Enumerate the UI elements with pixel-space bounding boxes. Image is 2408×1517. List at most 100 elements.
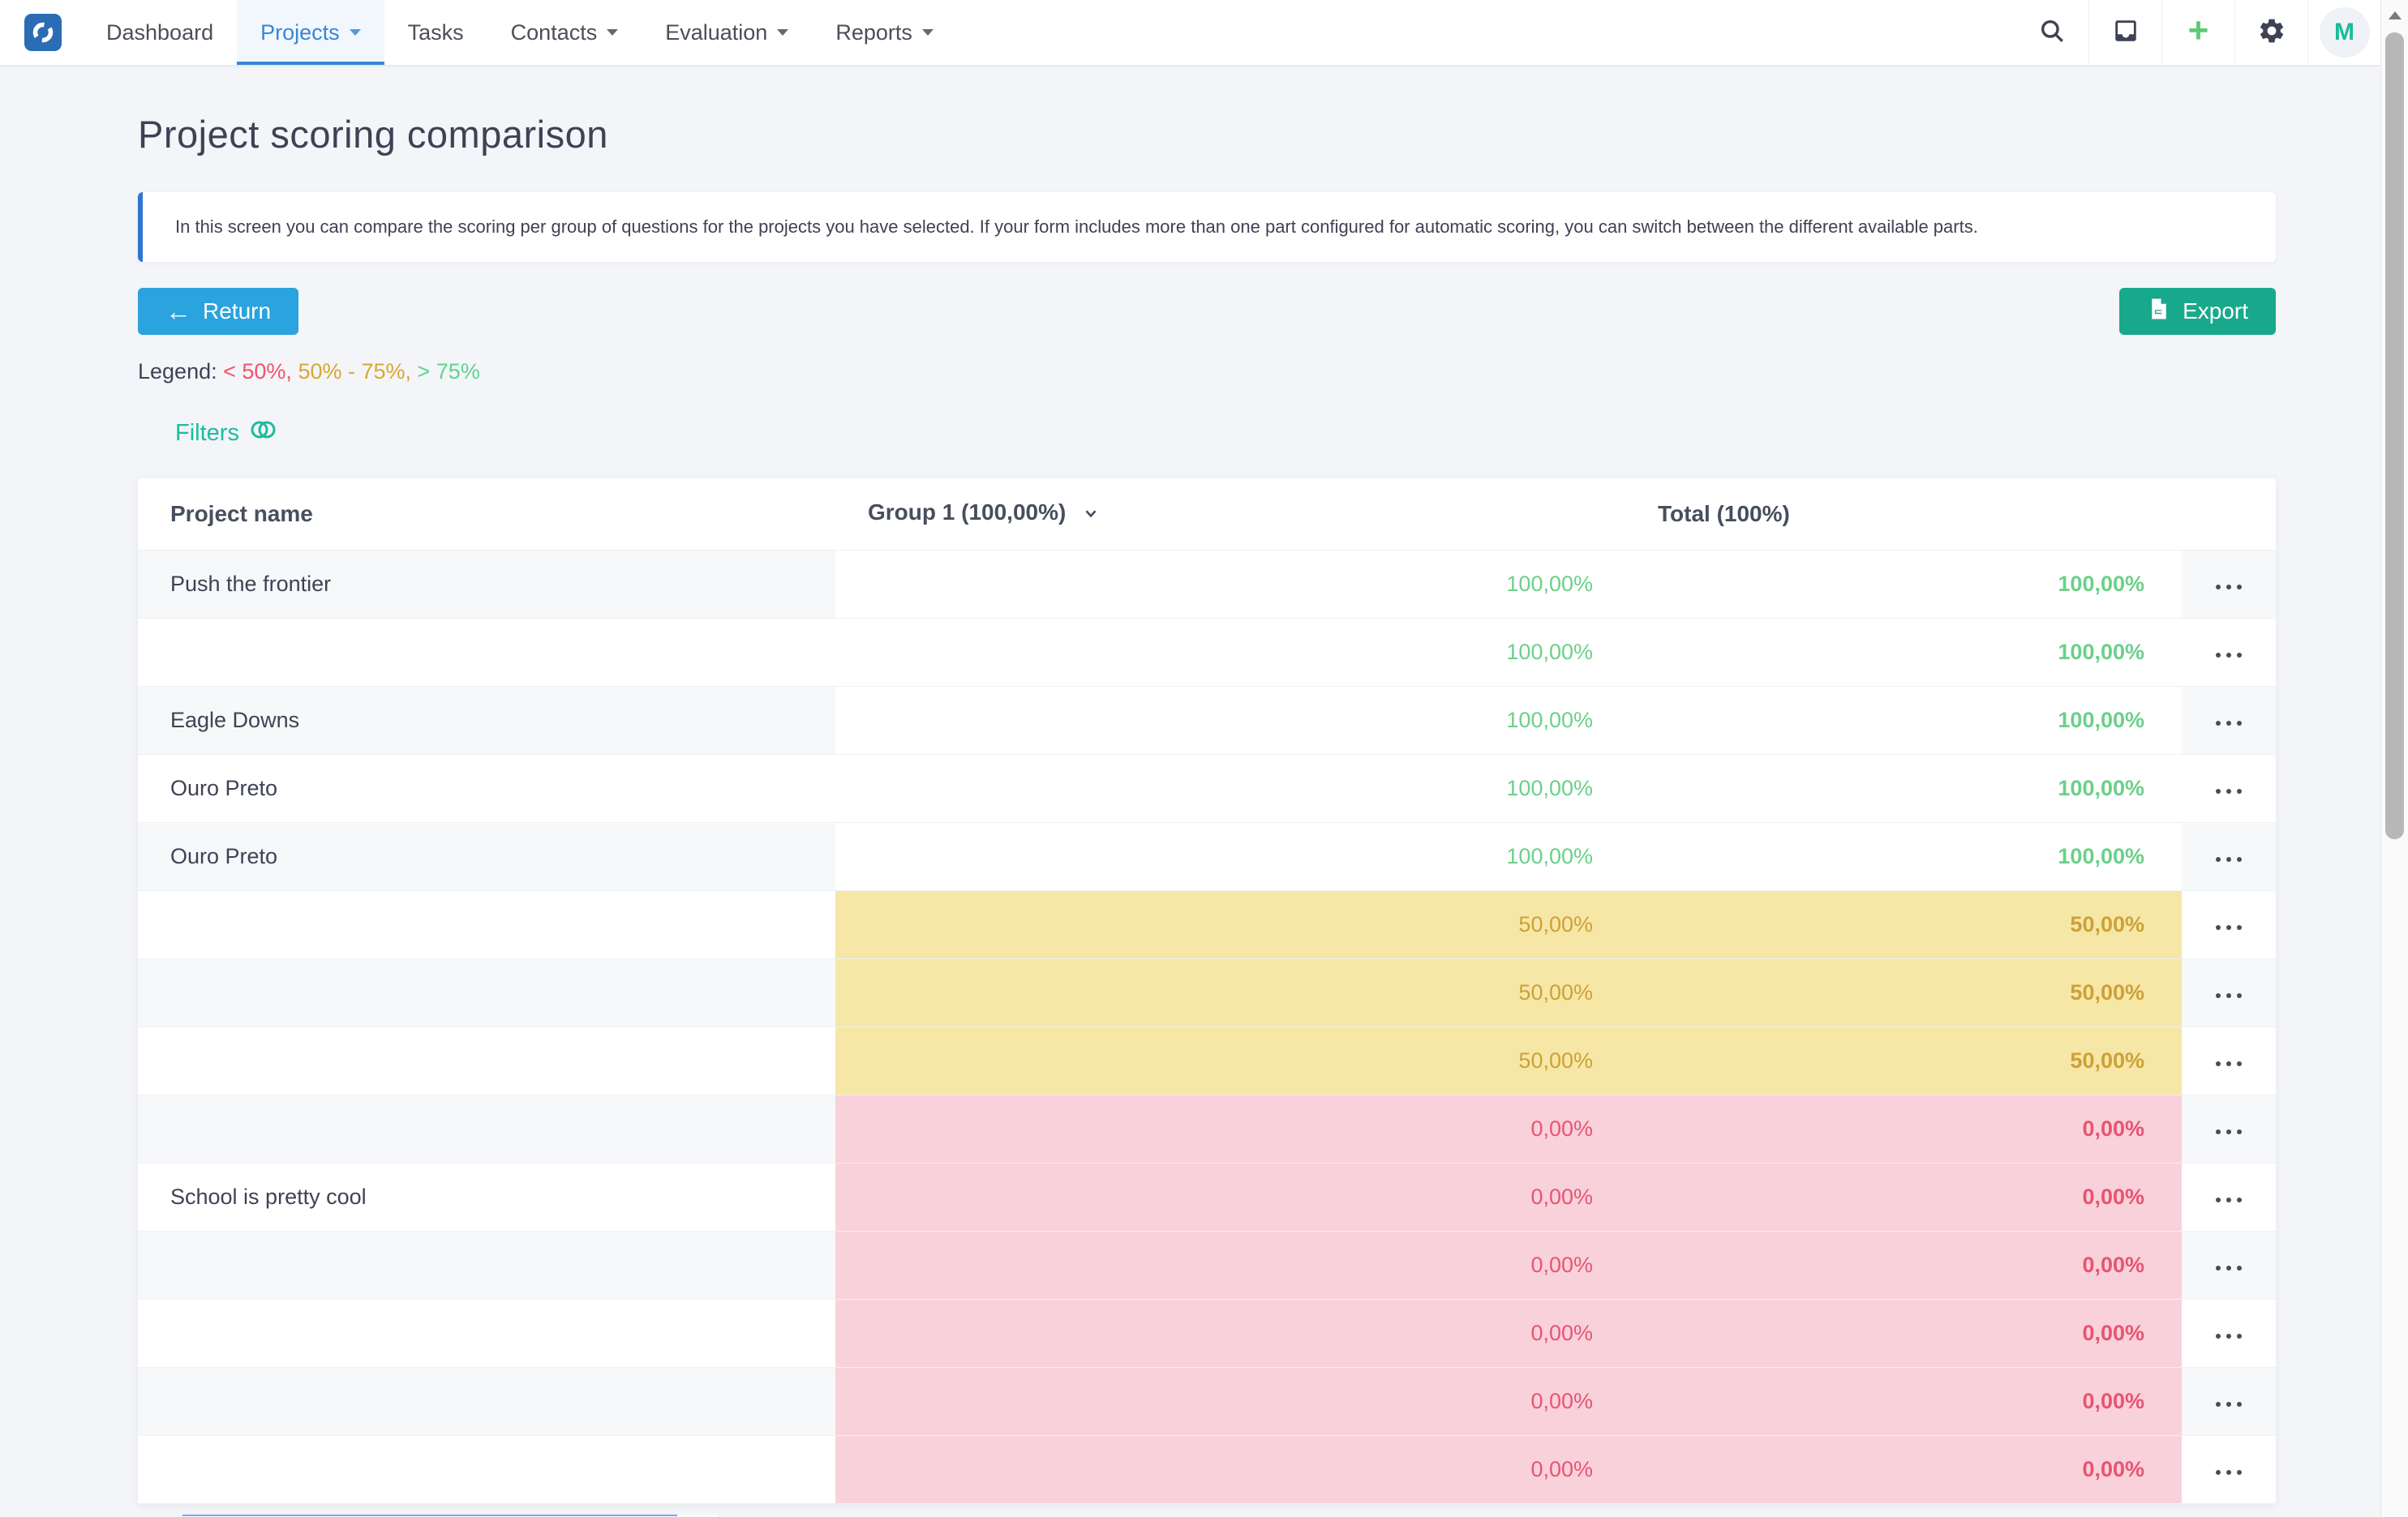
table-row: Ouro Preto 100,00% 100,00% bbox=[138, 754, 2276, 823]
nav-item-evaluation[interactable]: Evaluation bbox=[642, 0, 812, 65]
row-actions-cell bbox=[2182, 958, 2276, 1027]
row-actions-cell bbox=[2182, 1367, 2276, 1436]
nav-item-projects[interactable]: Projects bbox=[237, 0, 384, 65]
search-button[interactable] bbox=[2015, 0, 2088, 65]
search-icon bbox=[2038, 17, 2066, 49]
row-actions-button[interactable] bbox=[2204, 645, 2253, 666]
row-actions-button[interactable] bbox=[2204, 1394, 2253, 1415]
group-score-cell: 100,00% bbox=[835, 754, 1630, 823]
settings-icon bbox=[2257, 16, 2286, 49]
chevron-down-icon bbox=[607, 29, 619, 36]
return-button-label: Return bbox=[203, 298, 272, 324]
group-score-cell: 0,00% bbox=[835, 1299, 1630, 1368]
nav-item-contacts[interactable]: Contacts bbox=[487, 0, 642, 65]
group-score-cell: 100,00% bbox=[835, 550, 1630, 619]
chevron-down-icon bbox=[349, 29, 361, 36]
row-actions-cell bbox=[2182, 686, 2276, 755]
total-score-cell: 0,00% bbox=[1630, 1095, 2182, 1163]
export-icon bbox=[2147, 297, 2171, 327]
total-score-cell: 50,00% bbox=[1630, 1026, 2182, 1095]
filters-label: Filters bbox=[175, 419, 239, 446]
column-header-group-1[interactable]: Group 1 (100,00%) bbox=[835, 478, 1630, 551]
total-score-cell: 0,00% bbox=[1630, 1299, 2182, 1368]
actions-row: ← Return Export bbox=[138, 288, 2276, 335]
arrow-left-icon: ← bbox=[165, 297, 191, 326]
scroll-up-arrow-icon[interactable] bbox=[2381, 0, 2408, 31]
row-actions-button[interactable] bbox=[2204, 576, 2253, 598]
table-row: 0,00% 0,00% bbox=[138, 1095, 2276, 1163]
nav-item-label: Projects bbox=[260, 19, 340, 45]
filters-toggle[interactable]: Filters bbox=[175, 418, 278, 448]
total-score-cell: 100,00% bbox=[1630, 618, 2182, 687]
nav-item-dashboard[interactable]: Dashboard bbox=[83, 0, 237, 65]
navbar-actions: + M bbox=[2015, 0, 2380, 65]
row-actions-cell bbox=[2182, 1026, 2276, 1095]
group-score-cell: 0,00% bbox=[835, 1163, 1630, 1232]
total-score-cell: 50,00% bbox=[1630, 958, 2182, 1027]
row-actions-button[interactable] bbox=[2204, 1121, 2253, 1142]
table-row: 50,00% 50,00% bbox=[138, 1026, 2276, 1095]
project-name-cell bbox=[138, 1367, 835, 1436]
project-name-cell bbox=[138, 890, 835, 959]
table-header-row: Project name Group 1 (100,00%) Total (10… bbox=[138, 478, 2276, 551]
table-row: 100,00% 100,00% bbox=[138, 618, 2276, 687]
row-actions-button[interactable] bbox=[2204, 1053, 2253, 1074]
nav-item-reports[interactable]: Reports bbox=[812, 0, 957, 65]
row-actions-button[interactable] bbox=[2204, 1189, 2253, 1211]
project-name-cell bbox=[138, 1231, 835, 1300]
row-actions-button[interactable] bbox=[2204, 1462, 2253, 1483]
project-name-cell bbox=[138, 1026, 835, 1095]
page-title: Project scoring comparison bbox=[138, 113, 608, 156]
nav-item-tasks[interactable]: Tasks bbox=[384, 0, 487, 65]
row-actions-cell bbox=[2182, 550, 2276, 619]
top-navbar: Dashboard Projects Tasks Contacts Evaluation… bbox=[0, 0, 2380, 65]
settings-button[interactable] bbox=[2234, 0, 2307, 65]
row-actions-button[interactable] bbox=[2204, 985, 2253, 1006]
info-banner: In this screen you can compare the scori… bbox=[138, 192, 2276, 262]
total-score-cell: 100,00% bbox=[1630, 550, 2182, 619]
user-menu-button[interactable]: M bbox=[2307, 0, 2380, 65]
table-row: 50,00% 50,00% bbox=[138, 890, 2276, 959]
column-header-total: Total (100%) bbox=[1630, 478, 2182, 551]
export-button[interactable]: Export bbox=[2119, 288, 2276, 335]
project-name-cell: School is pretty cool bbox=[138, 1163, 835, 1232]
inbox-icon bbox=[2112, 17, 2140, 49]
row-actions-button[interactable] bbox=[2204, 781, 2253, 802]
add-button[interactable]: + bbox=[2161, 0, 2234, 65]
inbox-button[interactable] bbox=[2088, 0, 2161, 65]
chevron-down-icon bbox=[921, 29, 934, 36]
table-row: 0,00% 0,00% bbox=[138, 1435, 2276, 1504]
row-actions-button[interactable] bbox=[2204, 1326, 2253, 1347]
total-score-cell: 100,00% bbox=[1630, 686, 2182, 755]
return-button[interactable]: ← Return bbox=[138, 288, 299, 335]
group-score-cell: 0,00% bbox=[835, 1367, 1630, 1436]
row-actions-cell bbox=[2182, 618, 2276, 687]
brand[interactable] bbox=[0, 0, 83, 65]
project-name-cell: Push the frontier bbox=[138, 550, 835, 619]
total-score-cell: 50,00% bbox=[1630, 890, 2182, 959]
row-actions-button[interactable] bbox=[2204, 1258, 2253, 1279]
row-actions-button[interactable] bbox=[2204, 917, 2253, 938]
project-name-cell bbox=[138, 618, 835, 687]
export-button-label: Export bbox=[2183, 298, 2248, 324]
project-name-cell: Ouro Preto bbox=[138, 822, 835, 891]
group-header-label: Group 1 (100,00%) bbox=[868, 499, 1067, 525]
table-row: School is pretty cool 0,00% 0,00% bbox=[138, 1163, 2276, 1232]
vertical-scrollbar[interactable] bbox=[2380, 0, 2408, 1517]
table-row: 0,00% 0,00% bbox=[138, 1231, 2276, 1300]
row-actions-button[interactable] bbox=[2204, 849, 2253, 870]
group-score-cell: 50,00% bbox=[835, 890, 1630, 959]
total-score-cell: 0,00% bbox=[1630, 1231, 2182, 1300]
scrollbar-thumb[interactable] bbox=[2385, 32, 2404, 839]
total-score-cell: 100,00% bbox=[1630, 822, 2182, 891]
legend-label: Legend: bbox=[138, 359, 217, 384]
group-score-cell: 100,00% bbox=[835, 618, 1630, 687]
avatar: M bbox=[2319, 7, 2370, 58]
table-row: Ouro Preto 100,00% 100,00% bbox=[138, 822, 2276, 891]
nav-item-label: Evaluation bbox=[665, 19, 768, 45]
total-score-cell: 100,00% bbox=[1630, 754, 2182, 823]
table-row: Push the frontier 100,00% 100,00% bbox=[138, 550, 2276, 619]
row-actions-cell bbox=[2182, 1231, 2276, 1300]
row-actions-button[interactable] bbox=[2204, 713, 2253, 734]
total-score-cell: 0,00% bbox=[1630, 1163, 2182, 1232]
